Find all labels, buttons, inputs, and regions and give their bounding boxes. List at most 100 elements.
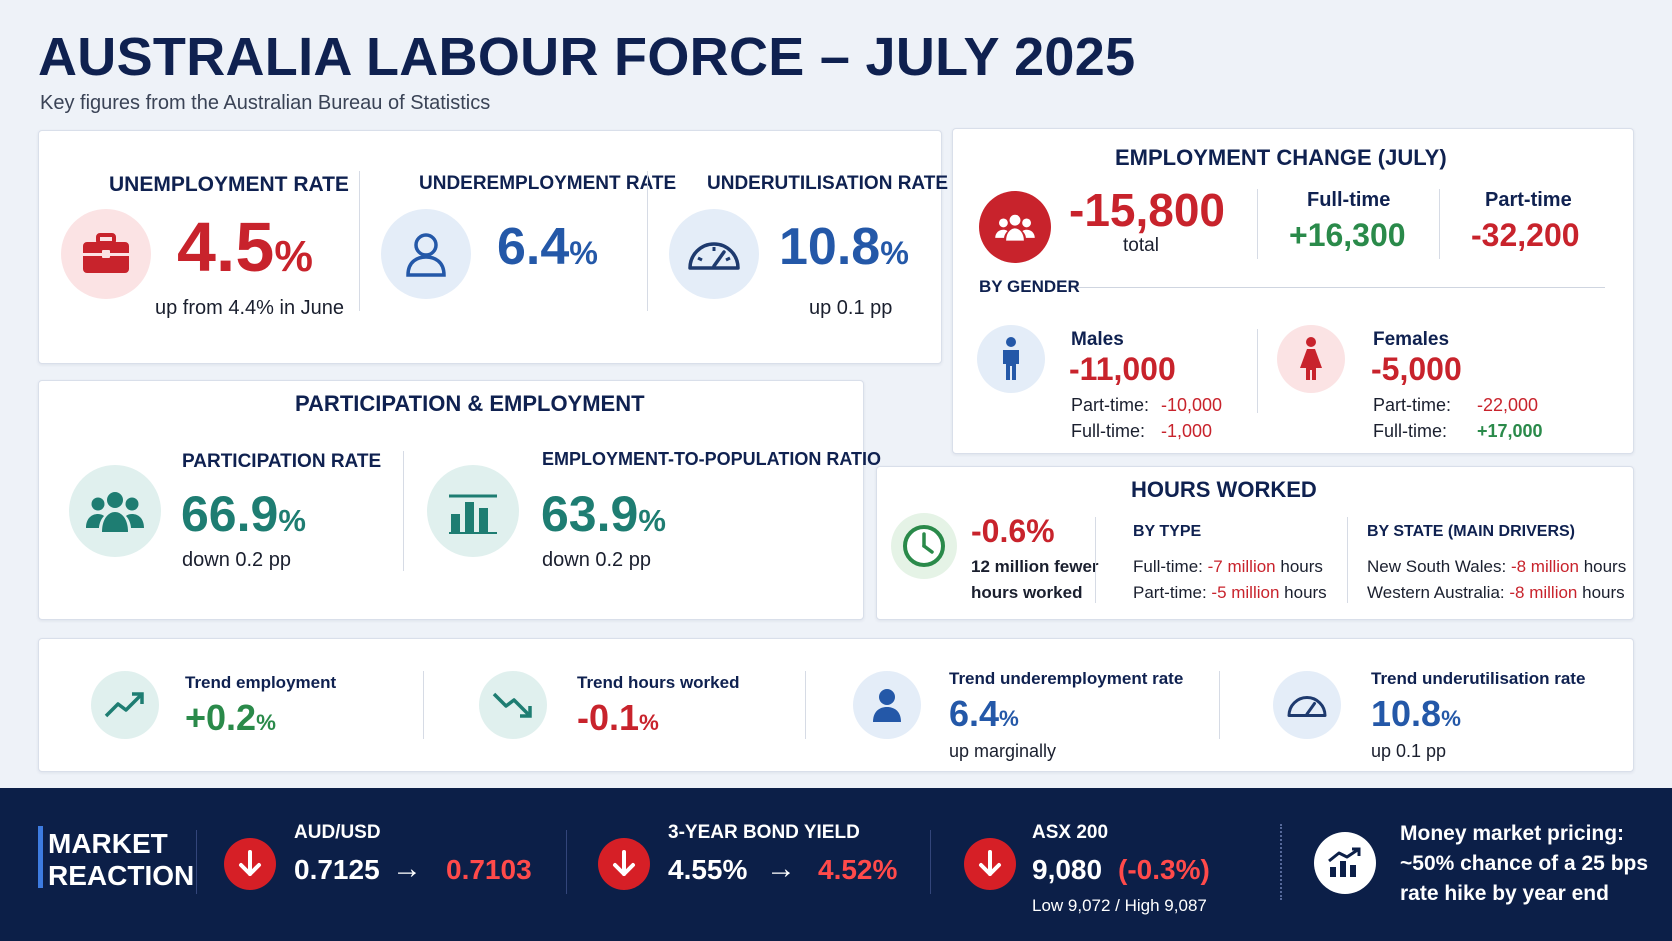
underutilisation-value: 10.8% <box>779 218 909 276</box>
females-pt-value: -22,000 <box>1477 395 1539 415</box>
employment-total-label: total <box>1123 235 1159 256</box>
emp-pop-label: EMPLOYMENT-TO-POPULATION RATIO <box>542 449 881 469</box>
rates-card: UNEMPLOYMENT RATE 4.5% up from 4.4% in J… <box>38 130 948 364</box>
males-ft-label: Full-time: <box>1071 421 1146 441</box>
accent-bar <box>38 826 43 888</box>
hours-wa-line: Western Australia: -8 million hours <box>1367 583 1625 602</box>
market-title-2: REACTION <box>48 860 195 891</box>
participation-title: PARTICIPATION & EMPLOYMENT <box>295 391 645 416</box>
males-label: Males <box>1071 329 1124 350</box>
audusd-to: 0.7103 <box>446 854 532 885</box>
employment-total-value: -15,800 <box>1069 184 1226 236</box>
females-label: Females <box>1373 329 1450 350</box>
hours-value: -0.6% <box>971 513 1055 549</box>
clock-icon <box>891 513 957 579</box>
trend-up-icon <box>91 671 159 739</box>
person-icon <box>381 209 471 299</box>
fulltime-value: +16,300 <box>1289 217 1406 253</box>
females-ft-label: Full-time: <box>1373 421 1448 441</box>
parttime-value: -32,200 <box>1471 217 1580 253</box>
participation-rate-value: 66.9% <box>181 486 306 542</box>
asx-value: 9,080 <box>1032 854 1103 885</box>
divider <box>1257 329 1258 413</box>
underemployment-label: UNDEREMPLOYMENT RATE <box>419 173 677 194</box>
page-title: AUSTRALIA LABOUR FORCE – JULY 2025 <box>38 27 1136 87</box>
participation-card: PARTICIPATION & EMPLOYMENT PARTICIPATION… <box>38 380 881 620</box>
parttime-label: Part-time <box>1485 189 1572 211</box>
bond-label: 3-YEAR BOND YIELD <box>668 822 860 843</box>
male-icon <box>977 325 1045 393</box>
bond-arrow: → <box>766 852 796 885</box>
emp-pop-value: 63.9% <box>541 486 666 542</box>
bar-chart-icon <box>427 465 519 557</box>
hours-nsw-line: New South Wales: -8 million hours <box>1367 557 1627 576</box>
underutilisation-note: up 0.1 pp <box>809 297 893 319</box>
hours-worked-card: HOURS WORKED -0.6% 12 million fewer hour… <box>876 466 1634 620</box>
divider <box>566 830 567 894</box>
by-state-label: BY STATE (MAIN DRIVERS) <box>1367 523 1576 540</box>
audusd-label: AUD/USD <box>294 822 381 843</box>
group-icon <box>69 465 161 557</box>
gauge-icon <box>669 209 759 299</box>
males-ft-value: -1,000 <box>1161 421 1213 441</box>
unemployment-note: up from 4.4% in June <box>155 297 344 319</box>
trend-underemployment-value: 6.4% <box>949 693 1019 734</box>
trend-hours-value: -0.1% <box>577 697 659 738</box>
trend-hours-label: Trend hours worked <box>577 673 740 692</box>
divider <box>1439 189 1440 259</box>
person-icon <box>853 671 921 739</box>
asx-range: Low 9,072 / High 9,087 <box>1032 896 1207 915</box>
divider <box>403 451 404 571</box>
divider <box>359 171 360 311</box>
divider <box>1095 517 1096 603</box>
money-market-line-1: Money market pricing: <box>1400 822 1625 845</box>
trend-card: Trend employment +0.2% Trend hours worke… <box>38 638 1634 772</box>
money-market-line-3: rate hike by year end <box>1400 882 1609 905</box>
gauge-icon <box>1273 671 1341 739</box>
divider <box>196 830 197 894</box>
bond-from: 4.55% <box>668 854 748 885</box>
by-gender-label: BY GENDER <box>979 277 1080 296</box>
female-icon <box>1277 325 1345 393</box>
audusd-from: 0.7125 <box>294 854 380 885</box>
hours-ft-line: Full-time: -7 million hours <box>1133 557 1323 576</box>
divider <box>1257 189 1258 259</box>
trend-employment-value: +0.2% <box>185 697 276 738</box>
hours-pt-line: Part-time: -5 million hours <box>1133 583 1327 602</box>
divider <box>1347 517 1348 603</box>
market-title-1: MARKET <box>48 828 168 859</box>
down-arrow-icon <box>598 838 650 890</box>
group-icon <box>979 191 1051 263</box>
females-ft-value: +17,000 <box>1477 421 1543 441</box>
trend-underutilisation-note: up 0.1 pp <box>1371 741 1447 761</box>
unemployment-label: UNEMPLOYMENT RATE <box>109 173 349 196</box>
hours-note-1: 12 million fewer <box>971 557 1099 576</box>
employment-change-title: EMPLOYMENT CHANGE (JULY) <box>1115 145 1447 170</box>
divider <box>930 830 931 894</box>
trend-underutilisation-label: Trend underutilisation rate <box>1371 669 1586 688</box>
down-arrow-icon <box>224 838 276 890</box>
trend-underutilisation-value: 10.8% <box>1371 693 1461 734</box>
briefcase-icon <box>61 209 151 299</box>
trend-down-icon <box>479 671 547 739</box>
money-market-line-2: ~50% chance of a 25 bps <box>1400 852 1649 875</box>
hours-note-2: hours worked <box>971 583 1083 602</box>
down-arrow-icon <box>964 838 1016 890</box>
males-value: -11,000 <box>1069 351 1176 387</box>
divider <box>1219 671 1220 739</box>
hours-title: HOURS WORKED <box>1131 477 1317 502</box>
underutilisation-label: UNDERUTILISATION RATE <box>707 173 949 194</box>
unemployment-value: 4.5% <box>177 208 313 286</box>
divider <box>1280 824 1282 900</box>
males-pt-value: -10,000 <box>1161 395 1223 415</box>
asx-label: ASX 200 <box>1032 822 1109 843</box>
trend-underemployment-label: Trend underemployment rate <box>949 669 1184 688</box>
by-type-label: BY TYPE <box>1133 523 1202 540</box>
trend-employment-label: Trend employment <box>185 673 337 692</box>
emp-pop-note: down 0.2 pp <box>542 549 651 571</box>
page-subtitle: Key figures from the Australian Bureau o… <box>40 92 491 114</box>
divider <box>647 171 648 311</box>
females-pt-label: Part-time: <box>1373 395 1452 415</box>
audusd-arrow: → <box>392 852 422 885</box>
divider <box>805 671 806 739</box>
